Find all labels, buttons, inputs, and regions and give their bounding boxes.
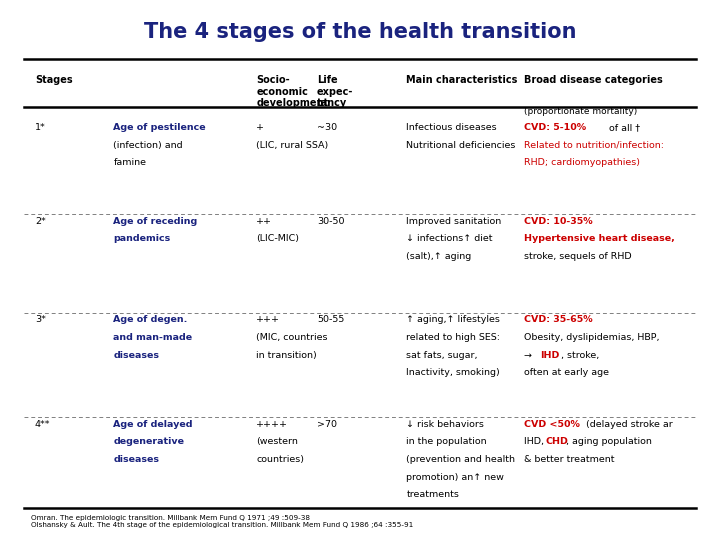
Text: ↓ risk behaviors: ↓ risk behaviors [406,420,484,429]
Text: diseases: diseases [114,350,160,360]
Text: pandemics: pandemics [114,234,171,243]
Text: (western: (western [256,437,298,446]
Text: related to high SES:: related to high SES: [406,333,500,342]
Text: and man-made: and man-made [114,333,193,342]
Text: , aging population: , aging population [566,437,652,446]
Text: (LIC, rural SSA): (LIC, rural SSA) [256,140,328,150]
Text: IHD,: IHD, [524,437,547,446]
Text: Age of receding: Age of receding [114,217,198,226]
Text: +: + [256,123,264,132]
Text: 3*: 3* [35,315,46,325]
Text: stroke, sequels of RHD: stroke, sequels of RHD [524,252,631,261]
Text: Inactivity, smoking): Inactivity, smoking) [406,368,500,377]
Text: ↑ aging,↑ lifestyles: ↑ aging,↑ lifestyles [406,315,500,325]
Text: , stroke,: , stroke, [562,350,600,360]
Text: Age of degen.: Age of degen. [114,315,188,325]
Text: often at early age: often at early age [524,368,609,377]
Text: Main characteristics: Main characteristics [406,75,518,85]
Text: +++: +++ [256,315,280,325]
Text: Omran. The epidemiologic transition. Millbank Mem Fund Q 1971 ;49 :509-38: Omran. The epidemiologic transition. Mil… [32,515,310,521]
Text: ++: ++ [256,217,272,226]
Text: CVD: 35-65%: CVD: 35-65% [524,315,593,325]
Text: Hypertensive heart disease,: Hypertensive heart disease, [524,234,675,243]
Text: (LIC-MIC): (LIC-MIC) [256,234,300,243]
Text: IHD: IHD [540,350,559,360]
Text: Infectious diseases: Infectious diseases [406,123,497,132]
Text: 1*: 1* [35,123,45,132]
Text: treatments: treatments [406,490,459,499]
Text: 50-55: 50-55 [317,315,344,325]
Text: (salt),↑ aging: (salt),↑ aging [406,252,472,261]
Text: →: → [524,350,535,360]
Text: & better treatment: & better treatment [524,455,615,464]
Text: famine: famine [114,158,146,167]
Text: (MIC, countries: (MIC, countries [256,333,328,342]
Text: Nutritional deficiencies: Nutritional deficiencies [406,140,516,150]
Text: >70: >70 [317,420,337,429]
Text: Socio-
economic
development: Socio- economic development [256,75,328,108]
Text: (delayed stroke ar: (delayed stroke ar [583,420,673,429]
Text: Obesity, dyslipidemias, HBP,: Obesity, dyslipidemias, HBP, [524,333,660,342]
Text: CVD: 5-10%: CVD: 5-10% [524,123,586,132]
Text: (infection) and: (infection) and [114,140,183,150]
Text: The 4 stages of the health transition: The 4 stages of the health transition [144,22,576,42]
Text: in transition): in transition) [256,350,317,360]
Text: degenerative: degenerative [114,437,184,446]
Text: Age of pestilence: Age of pestilence [114,123,206,132]
Text: diseases: diseases [114,455,160,464]
Text: ↓ infections↑ diet: ↓ infections↑ diet [406,234,492,243]
Text: countries): countries) [256,455,305,464]
Text: (prevention and health: (prevention and health [406,455,516,464]
Text: Broad disease categories: Broad disease categories [524,75,663,85]
Text: (proportionate mortality): (proportionate mortality) [524,107,637,116]
Text: in the population: in the population [406,437,487,446]
Text: CHD: CHD [546,437,569,446]
Text: CVD: 10-35%: CVD: 10-35% [524,217,593,226]
Text: RHD; cardiomyopathies): RHD; cardiomyopathies) [524,158,640,167]
Text: Related to nutrition/infection:: Related to nutrition/infection: [524,140,664,150]
Text: CVD <50%: CVD <50% [524,420,580,429]
Text: Stages: Stages [35,75,73,85]
Text: 2*: 2* [35,217,45,226]
Text: 4**: 4** [35,420,50,429]
Text: ~30: ~30 [317,123,337,132]
Text: ++++: ++++ [256,420,288,429]
Text: promotion) an↑ new: promotion) an↑ new [406,472,504,482]
Text: Olshansky & Ault. The 4th stage of the epidemiological transition. Millbank Mem : Olshansky & Ault. The 4th stage of the e… [32,522,413,528]
Text: Age of delayed: Age of delayed [114,420,193,429]
Text: Improved sanitation: Improved sanitation [406,217,502,226]
Text: 30-50: 30-50 [317,217,345,226]
Text: Life
expec-
tancy: Life expec- tancy [317,75,354,108]
Text: sat fats, sugar,: sat fats, sugar, [406,350,478,360]
Text: of all †: of all † [606,123,640,132]
